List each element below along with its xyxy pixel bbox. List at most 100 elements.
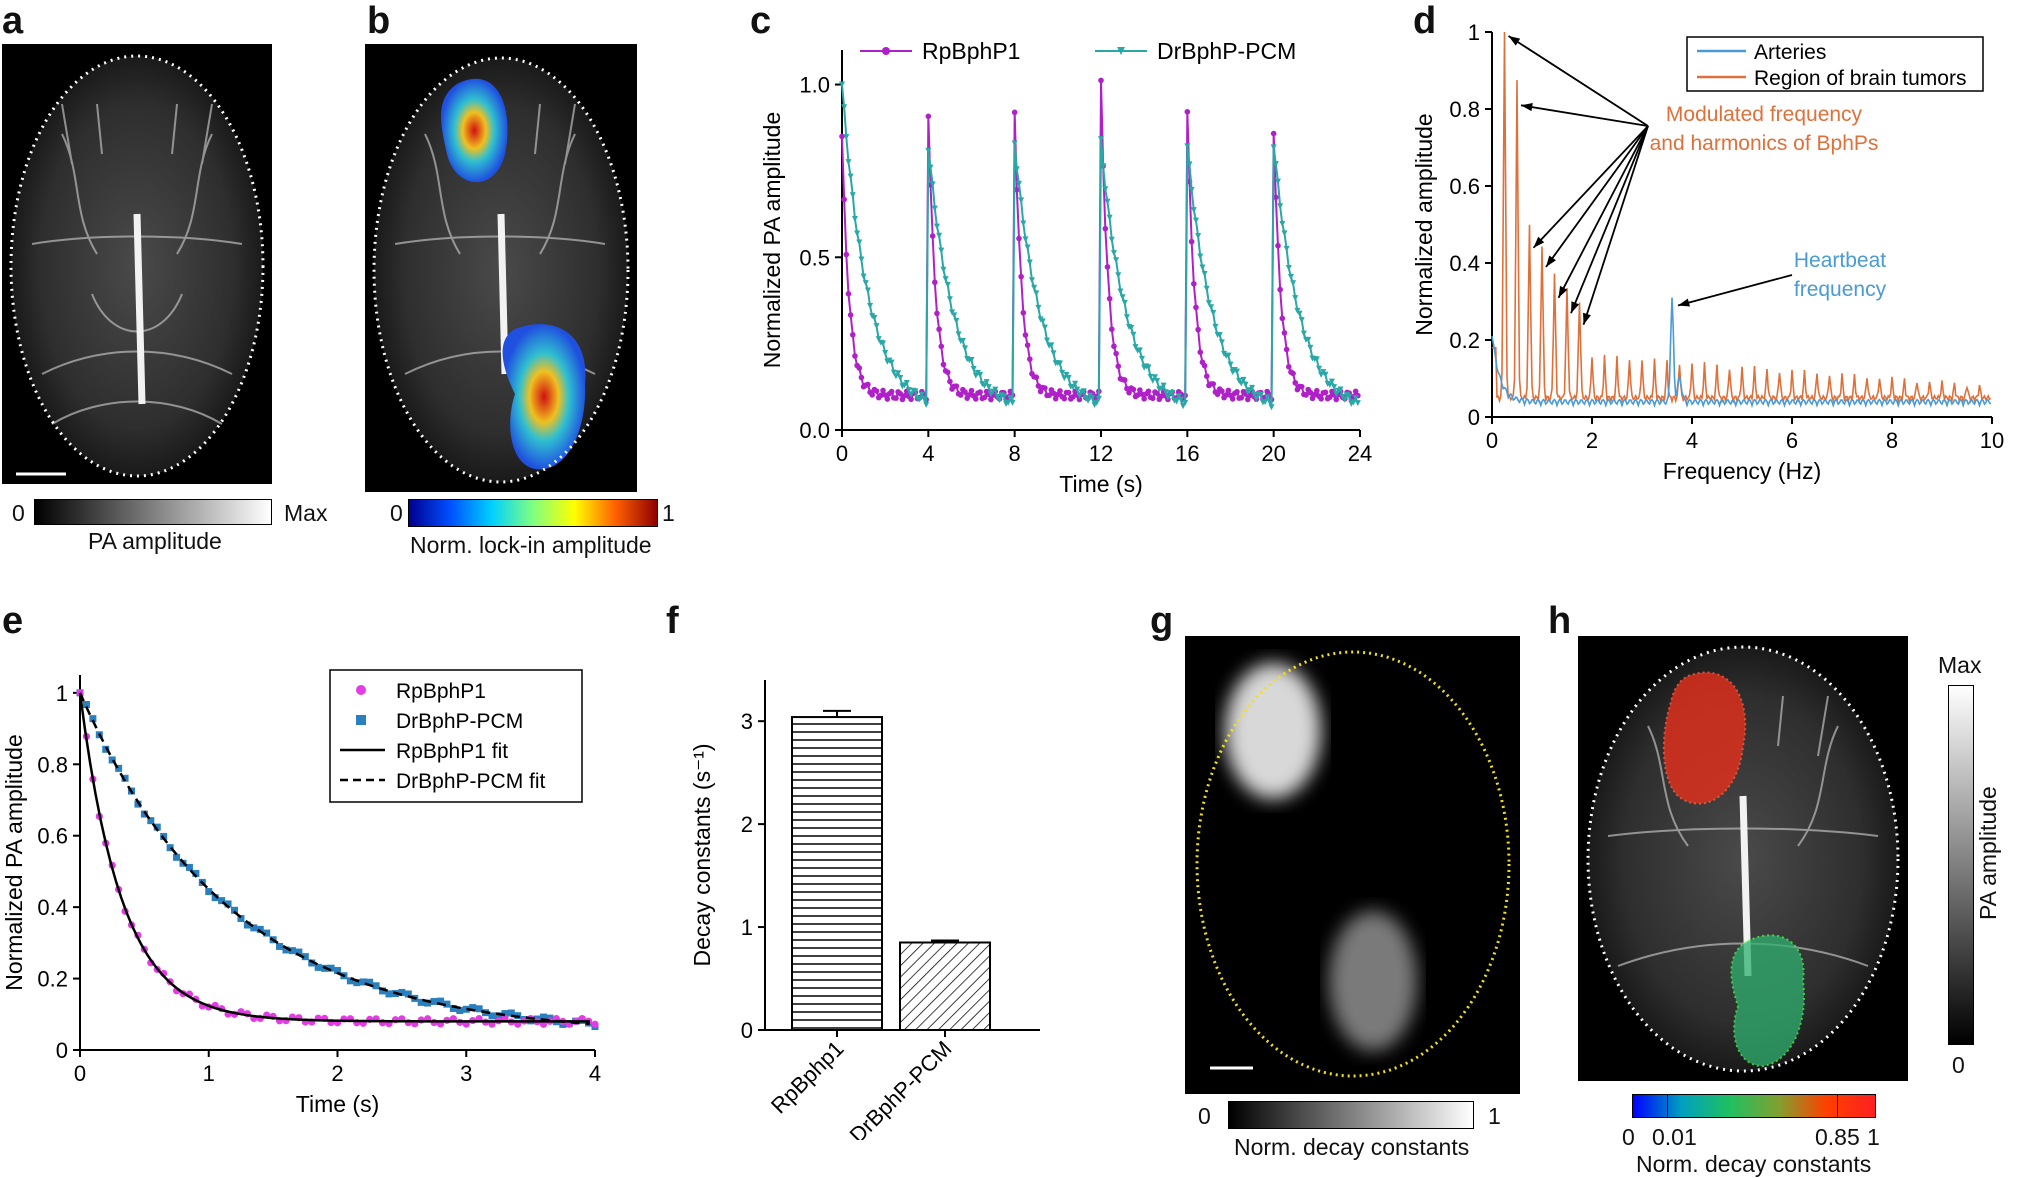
data-point [1050, 350, 1057, 357]
drbphp-point [488, 1012, 496, 1020]
data-point [888, 388, 895, 395]
data-point [1313, 356, 1320, 363]
data-point [1009, 399, 1016, 406]
data-point [1044, 337, 1051, 344]
data-point [1018, 273, 1024, 280]
data-point [1192, 217, 1199, 224]
data-point [1307, 389, 1314, 396]
data-point [895, 370, 902, 377]
data-point [1234, 388, 1240, 395]
data-point [1056, 360, 1063, 367]
lock-in-amplitude-image [365, 44, 637, 492]
data-point [923, 401, 930, 408]
data-point [951, 312, 958, 319]
panel-label-c: c [750, 0, 772, 42]
grayscale-colorbar-g [1228, 1101, 1474, 1129]
data-point [1210, 381, 1217, 387]
arrow-head [1533, 236, 1545, 248]
data-point [1024, 244, 1031, 251]
cbar-a-min: 0 [12, 500, 25, 526]
pa-amplitude-image [2, 44, 272, 484]
data-point [1136, 347, 1143, 354]
data-point [1104, 198, 1111, 205]
drbphp-point [327, 964, 335, 972]
data-point [1035, 383, 1042, 389]
data-point [845, 290, 852, 297]
data-point [873, 323, 880, 330]
drbphp-point [134, 800, 142, 808]
data-point [905, 387, 912, 394]
data-point [1277, 203, 1284, 210]
data-point [1225, 352, 1232, 359]
legend-marker-rp [356, 685, 366, 695]
drbphp-point [314, 963, 322, 971]
data-point [1069, 384, 1076, 391]
data-point [938, 343, 945, 350]
data-point [856, 239, 863, 246]
data-point [946, 296, 953, 303]
drbphp-point [121, 774, 129, 782]
jet-colorbar-b [408, 499, 658, 527]
data-point [1132, 344, 1139, 351]
data-point [1113, 350, 1119, 357]
drbphp-point [308, 959, 316, 967]
data-point [1011, 140, 1018, 147]
panel-label-e: e [2, 600, 24, 642]
data-point [944, 281, 951, 288]
data-point [1108, 326, 1115, 333]
data-point [1352, 388, 1359, 395]
data-point [1238, 394, 1245, 401]
data-point [1022, 332, 1029, 338]
arrow-head [1558, 285, 1568, 298]
data-point [908, 396, 914, 403]
annotation-arrow [1532, 125, 1649, 249]
drbphp-point [437, 997, 444, 1005]
data-point [1242, 381, 1249, 388]
legend-label-rp: RpBphP1 [396, 680, 486, 703]
annotation-arrow [1570, 125, 1649, 314]
data-point [908, 391, 915, 398]
data-point [1106, 295, 1113, 302]
drbphp-point [462, 1005, 470, 1013]
x-tick-label: 0 [74, 1061, 86, 1086]
data-point [849, 331, 856, 338]
data-point [1121, 299, 1128, 306]
data-point [994, 393, 1001, 400]
drbphp-point [211, 894, 219, 902]
data-point [1300, 330, 1307, 337]
data-point [839, 133, 845, 140]
data-point [942, 276, 949, 283]
brain-lockin-map-b [372, 56, 630, 484]
drbphp-point [231, 906, 238, 914]
data-point [1052, 395, 1059, 402]
vbar-h-max: Max [1938, 652, 1982, 678]
data-point [1173, 398, 1180, 405]
x-tick-label: 0 [836, 441, 848, 466]
data-point [1197, 349, 1204, 356]
brain-vessel-map-a [9, 54, 265, 478]
data-point [1195, 326, 1201, 333]
annotation-harmonics: and harmonics of BphPs [1650, 132, 1879, 155]
drbphp-point [102, 745, 110, 753]
data-point [933, 223, 940, 230]
data-point [1020, 309, 1027, 316]
drbphp-point [398, 988, 406, 996]
data-point [1337, 386, 1344, 393]
data-point [934, 310, 940, 317]
drbphp-point [507, 1009, 515, 1017]
drbphp-point [443, 1000, 451, 1008]
cbar-b-max: 1 [662, 500, 675, 526]
data-point [1240, 376, 1247, 383]
data-point [992, 386, 999, 393]
data-point [1141, 396, 1147, 402]
data-point [936, 326, 942, 333]
drbphp-point [237, 915, 245, 923]
data-point [1199, 264, 1206, 271]
data-point [1039, 318, 1046, 325]
drbphp-point [224, 900, 232, 908]
data-point [851, 216, 858, 223]
y-tick-label: 0.6 [1449, 174, 1480, 199]
drbphp-point [301, 953, 309, 961]
x-tick-label: 1 [203, 1061, 215, 1086]
annotation-arrow [1545, 125, 1649, 268]
